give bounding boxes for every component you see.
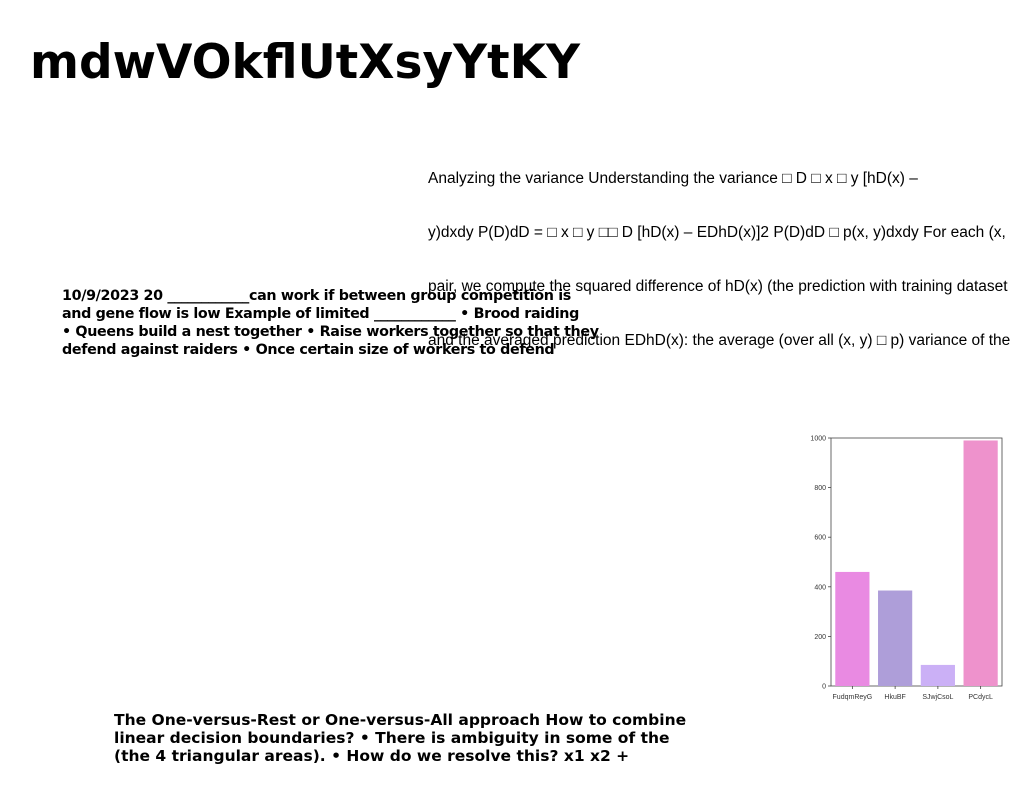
x-tick-label: HkuBF (884, 694, 905, 701)
y-tick-label: 400 (814, 584, 826, 591)
page-title: mdwVOkflUtXsyYtKY (30, 35, 581, 90)
bar-HkuBF (878, 590, 913, 686)
biology-line: and gene flow is low Example of limited … (62, 306, 579, 322)
one-vs-rest-line: linear decision boundaries? • There is a… (114, 729, 670, 747)
variance-line: y)dxdy P(D)dD = □ x □ y □□ D [hD(x) – ED… (428, 224, 1006, 241)
variance-line: pair, we compute the squared difference … (428, 278, 1008, 295)
one-vs-rest-text-block: The One-versus-Rest or One-versus-All ap… (114, 711, 734, 765)
biology-line: • Queens build a nest together • Raise w… (62, 324, 599, 340)
one-vs-rest-line: The One-versus-Rest or One-versus-All ap… (114, 711, 687, 729)
y-tick-label: 0 (822, 684, 826, 691)
x-tick-label: FudqmReyG (833, 694, 873, 701)
y-tick-label: 200 (814, 634, 826, 641)
x-tick-label: PCdycL (968, 694, 993, 701)
bar-FudqmReyG (835, 571, 870, 686)
bar-chart-svg: 0 200 400 600 800 1000 FudqmReyG HkuBF SJwjCsoL P… (810, 436, 1003, 701)
biology-line: 10/9/2023 20 ____________can work if bet… (62, 288, 571, 304)
x-tick-label: SJwjCsoL (922, 694, 953, 701)
y-tick-label: 600 (814, 535, 826, 542)
bar-PCdycL (963, 440, 998, 686)
bar-chart: 0 200 400 600 800 1000 FudqmReyG HkuBF SJwjCsoL P… (806, 430, 1012, 710)
y-tick-label: 1000 (810, 436, 826, 443)
variance-text-block: Analyzing the variance Understanding the… (428, 134, 1024, 368)
bar-SJwjCsoL (920, 664, 955, 686)
variance-line: and the averaged prediction EDhD(x): the… (428, 332, 1011, 349)
biology-line: defend against raiders • Once certain si… (62, 342, 555, 358)
variance-line: Analyzing the variance Understanding the… (428, 170, 918, 187)
one-vs-rest-line: (the 4 triangular areas). • How do we re… (114, 747, 630, 765)
y-tick-label: 800 (814, 485, 826, 492)
chart-frame (830, 437, 1003, 687)
biology-text-block: 10/9/2023 20 ____________can work if bet… (62, 287, 632, 359)
